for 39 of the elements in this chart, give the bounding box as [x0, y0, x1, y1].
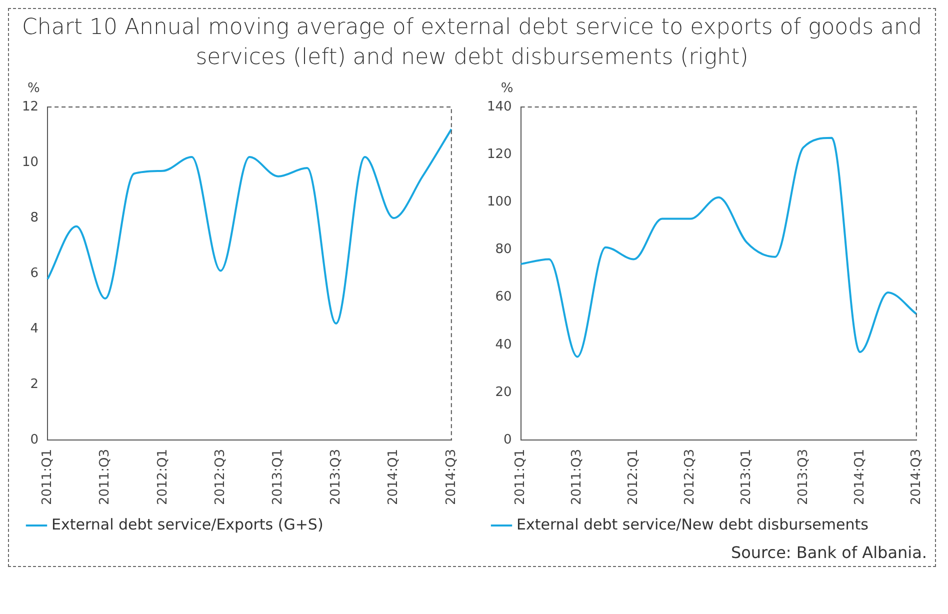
legend-label: External debt service/Exports (G+S)	[52, 515, 324, 534]
line-series	[520, 136, 918, 358]
chart-title: Chart 10 Annual moving average of external debt service to exports of goods and services (left) and new debt disbursements (right)	[21, 14, 923, 72]
x-tick-label: 2011:Q3	[570, 449, 585, 505]
x-tick-label: 2013:Q3	[796, 449, 811, 505]
x-tick-label: 2011:Q1	[513, 449, 528, 505]
y-tick-label: 20	[495, 384, 512, 400]
x-tick-label: 2011:Q1	[40, 449, 55, 505]
y-tick-label: 10	[22, 154, 39, 170]
x-tick-label: 2013:Q3	[328, 449, 344, 505]
y-tick-label: 140	[486, 99, 512, 114]
x-tick-label: 2014:Q1	[386, 449, 402, 505]
x-tick-label: 2012:Q3	[213, 449, 228, 505]
x-tick-label: 2012:Q3	[682, 449, 698, 505]
y-axis-title: %	[28, 80, 40, 96]
y-tick-label: 0	[30, 432, 39, 448]
y-tick-label: 8	[30, 210, 39, 226]
y-tick-label: 0	[504, 432, 512, 448]
x-tick-label: 2011:Q3	[98, 449, 113, 505]
legend-label: External debt service/New debt disbursements	[516, 515, 869, 534]
y-tick-label: 100	[486, 194, 512, 210]
y-tick-label: 80	[495, 242, 512, 258]
x-tick-label: 2014:Q1	[852, 449, 868, 505]
y-tick-label: 120	[486, 146, 512, 162]
x-tick-label: 2013:Q1	[270, 449, 286, 505]
x-tick-label: 2014:Q3	[908, 449, 924, 505]
y-tick-label: 4	[30, 321, 39, 336]
y-tick-label: 6	[30, 266, 39, 281]
y-tick-label: 40	[495, 337, 512, 352]
y-tick-label: 60	[495, 290, 512, 305]
x-tick-label: 2012:Q1	[626, 449, 642, 505]
source-note: Source: Bank of Albania.	[730, 543, 928, 562]
x-tick-label: 2012:Q1	[155, 449, 170, 505]
y-tick-label: 12	[22, 99, 39, 114]
line-series	[46, 128, 452, 324]
y-tick-label: 2	[30, 376, 39, 392]
y-axis-title: %	[500, 80, 514, 96]
x-tick-label: 2013:Q1	[739, 449, 754, 505]
x-tick-label: 2014:Q3	[444, 449, 459, 505]
